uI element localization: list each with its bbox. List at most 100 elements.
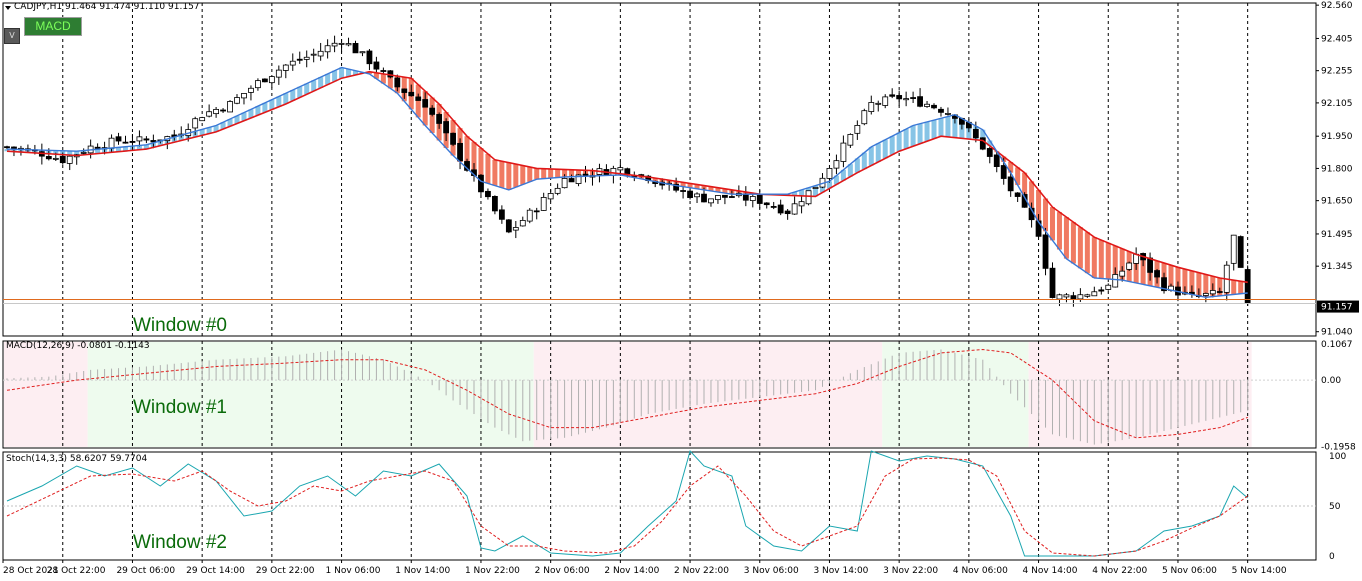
candle-body	[840, 142, 847, 162]
time-tick-label: 5 Nov 14:00	[1232, 566, 1287, 576]
ma-ribbon-bar	[1189, 270, 1195, 295]
candle-body	[715, 195, 721, 201]
chart-menu-arrow-icon[interactable]	[5, 6, 11, 10]
time-tick-label: 1 Nov 06:00	[326, 566, 381, 576]
candle-body	[359, 51, 366, 54]
candle-body	[749, 196, 756, 201]
candle-body	[1202, 293, 1209, 296]
ma-ribbon-bar	[680, 182, 686, 187]
candle-body	[1098, 289, 1105, 292]
candle-body	[512, 227, 519, 231]
stoch-main-line	[6, 450, 1249, 557]
ma-ribbon-bar	[694, 184, 700, 189]
candle-body	[673, 183, 680, 191]
ma-ribbon-bar	[276, 96, 282, 107]
candle-body	[1119, 270, 1126, 277]
candle-body	[526, 209, 533, 222]
candle-body	[575, 174, 582, 184]
candle-body	[791, 203, 798, 215]
candle-body	[1056, 294, 1063, 300]
ma-ribbon-bar	[380, 73, 386, 84]
ma-ribbon-bar	[492, 159, 498, 186]
ma-ribbon-bar	[555, 169, 561, 178]
stoch-tick-label: 50	[1329, 502, 1341, 512]
candle-body	[338, 42, 345, 45]
macd-toggle-button[interactable]: MACD	[24, 17, 82, 36]
time-tick-label: 2 Nov 06:00	[535, 566, 590, 576]
candle-body	[268, 76, 275, 84]
candle-body	[331, 42, 338, 47]
ma-ribbon-bar	[122, 146, 128, 152]
ma-ribbon-bar	[269, 99, 275, 110]
ma-ribbon-bar	[854, 158, 860, 173]
ma-ribbon-bar	[227, 119, 233, 127]
candle-body	[540, 197, 547, 211]
candle-body	[241, 93, 247, 99]
candle-body	[491, 195, 498, 212]
candle-body	[680, 190, 686, 192]
candle-body	[408, 91, 415, 97]
ma-ribbon-bar	[792, 192, 798, 196]
ma-ribbon-bar	[1077, 227, 1083, 269]
candle-body	[1161, 277, 1167, 292]
candle-body	[889, 94, 896, 97]
candle-body	[366, 50, 373, 65]
candle-body	[94, 146, 101, 149]
candle-body	[1112, 274, 1119, 288]
ma-ribbon-bar	[799, 189, 805, 196]
candle-body	[854, 125, 861, 134]
candle-body	[917, 96, 923, 107]
candle-body	[289, 60, 296, 66]
candle-body	[694, 193, 700, 198]
candle-body	[1126, 262, 1133, 270]
time-tick-label: 28 Oct 22:00	[47, 566, 106, 576]
candle-body	[199, 117, 206, 122]
ma-ribbon-bar	[833, 175, 839, 185]
ma-ribbon-bar	[952, 114, 958, 138]
time-tick-label: 29 Oct 14:00	[186, 566, 245, 576]
candle-body	[770, 206, 777, 208]
candle-body	[324, 45, 331, 53]
ma-ribbon-bar	[1203, 274, 1209, 298]
candle-body	[1007, 176, 1014, 192]
price-tick-label: 92.405	[1321, 34, 1353, 44]
candle-body	[1070, 295, 1077, 300]
candle-body	[1230, 234, 1237, 264]
ma-ribbon-bar	[1043, 198, 1049, 232]
candle-body	[478, 174, 484, 193]
candle-body	[708, 198, 714, 204]
candle-body	[394, 77, 401, 88]
candle-body	[882, 96, 889, 106]
candle-body	[945, 113, 951, 115]
candle-body	[979, 137, 986, 150]
ma-ribbon-bar	[1182, 269, 1188, 294]
candle-body	[798, 201, 805, 207]
ma-ribbon-bar	[415, 84, 421, 118]
candle-body	[45, 156, 52, 160]
price-panel	[3, 35, 1316, 307]
candle-body	[861, 110, 868, 125]
v-toggle-button[interactable]: V	[4, 28, 20, 44]
candle-body	[1091, 291, 1098, 297]
candle-body	[938, 108, 944, 113]
stoch-indicator-label: Stoch(14,3,3) 58.6207 59.7704	[6, 454, 148, 464]
ma-ribbon-bar	[548, 168, 554, 179]
candle-body	[1000, 165, 1007, 179]
time-tick-label: 5 Nov 06:00	[1162, 566, 1217, 576]
time-tick-label: 2 Nov 22:00	[674, 566, 729, 576]
ma-ribbon-bar	[987, 140, 993, 146]
candle-body	[1216, 291, 1223, 293]
ma-ribbon-bar	[652, 178, 658, 182]
candle-body	[701, 193, 707, 203]
ma-ribbon-bar	[67, 151, 73, 156]
candle-body	[756, 194, 763, 204]
candle-body	[143, 138, 150, 141]
price-tick-label: 91.345	[1321, 262, 1353, 272]
ma-ribbon-bar	[541, 168, 547, 179]
ma-ribbon-bar	[826, 181, 832, 189]
candle-body	[303, 56, 310, 60]
candle-body	[150, 140, 157, 143]
ma-ribbon-bar	[290, 90, 296, 101]
macd-zone	[1028, 342, 1252, 447]
